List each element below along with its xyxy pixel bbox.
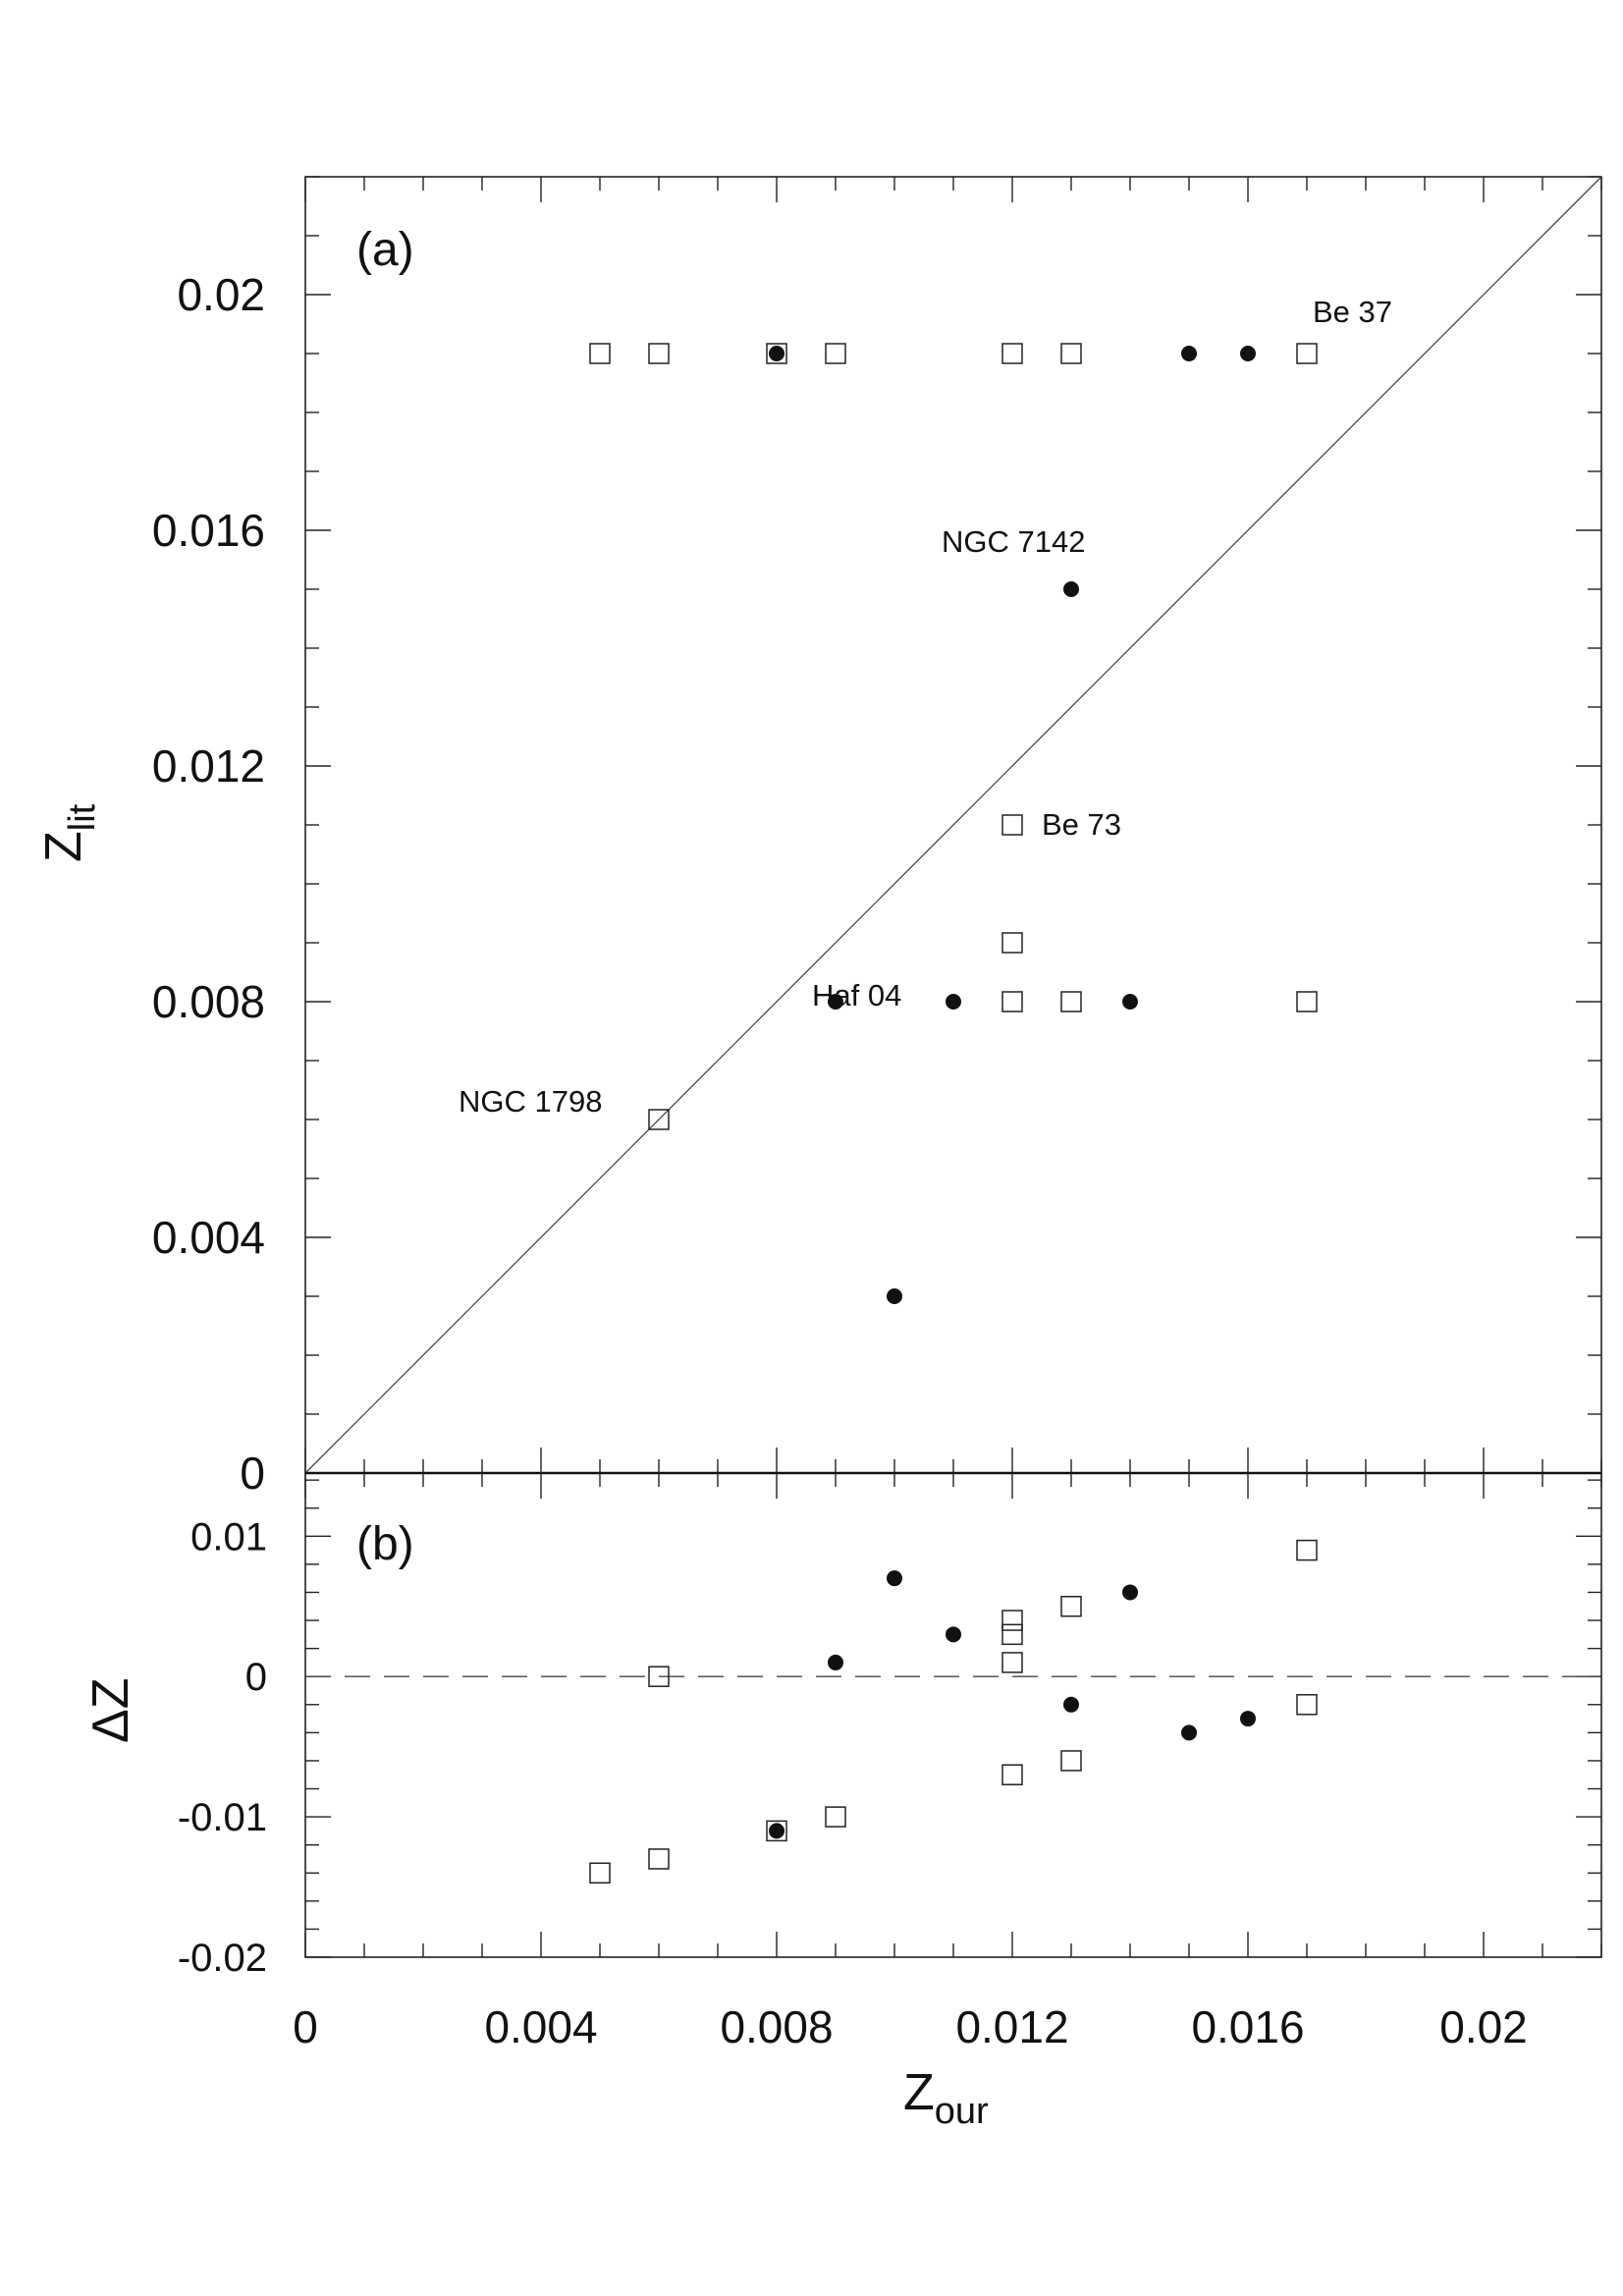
y-tick-label: 0 — [240, 1448, 265, 1499]
cluster-label: NGC 1798 — [459, 1084, 602, 1119]
open-square-point — [1001, 1610, 1023, 1631]
open-square-point — [825, 1806, 846, 1828]
cluster-label: Be 73 — [1042, 807, 1121, 842]
open-square-point — [1001, 1764, 1023, 1785]
open-square-point — [648, 1109, 670, 1130]
y-axis-title-a-sub: lit — [62, 803, 103, 831]
x-tick-label: 0.008 — [720, 2001, 833, 2052]
filled-circle-point — [887, 1288, 902, 1304]
filled-circle-point — [1122, 994, 1138, 1010]
filled-circle-point — [828, 994, 843, 1010]
open-square-point — [1060, 343, 1082, 364]
open-square-point — [825, 343, 846, 364]
y-tick-label: -0.01 — [178, 1796, 267, 1839]
open-square-point — [1060, 1596, 1082, 1617]
y-tick-label: 0.012 — [152, 740, 265, 792]
open-square-point — [1296, 1694, 1318, 1716]
filled-circle-point — [1181, 346, 1197, 361]
filled-circle-point — [1240, 346, 1256, 361]
y-tick-label: 0.016 — [152, 505, 265, 556]
open-square-point — [1296, 1539, 1318, 1561]
x-tick-label: 0.016 — [1191, 2001, 1304, 2052]
y-axis-title-b: ΔZ — [82, 1678, 139, 1744]
x-tick-label: 0.02 — [1439, 2001, 1528, 2052]
cluster-label: NGC 7142 — [942, 524, 1085, 559]
panel-a-label: (a) — [356, 224, 414, 276]
open-square-point — [1001, 1652, 1023, 1673]
open-square-point — [589, 343, 611, 364]
filled-circle-point — [946, 994, 961, 1010]
y-tick-label: 0.008 — [152, 976, 265, 1027]
x-tick-label: 0.004 — [484, 2001, 597, 2052]
filled-circle-point — [1181, 1724, 1197, 1741]
open-square-point — [1001, 1623, 1023, 1646]
filled-circle-point — [769, 346, 784, 361]
y-tick-label: 0 — [245, 1656, 267, 1699]
open-square-point — [1001, 932, 1023, 954]
y-tick-label: -0.02 — [178, 1937, 267, 1980]
filled-circle-point — [1240, 1711, 1256, 1727]
cluster-label: Be 37 — [1313, 295, 1392, 329]
open-square-point — [648, 1666, 670, 1687]
open-square-point — [1001, 814, 1023, 836]
open-square-point — [589, 1862, 611, 1885]
y-tick-label: 0.02 — [177, 269, 265, 320]
x-axis-title-sub: our — [935, 2091, 989, 2132]
filled-circle-point — [887, 1570, 902, 1587]
open-square-point — [766, 343, 787, 364]
panel-b-label: (b) — [356, 1518, 414, 1570]
filled-circle-point — [1063, 1696, 1079, 1713]
open-square-point — [1060, 991, 1082, 1012]
x-tick-label: 0.012 — [955, 2001, 1068, 2052]
open-square-point — [1296, 343, 1318, 364]
panel-a: 0 0.004 0.008 0.012 0.016 0.02 Be 37 NGC 7142 Be… — [152, 176, 1602, 1499]
one-to-one-line — [304, 176, 1602, 1474]
open-square-point — [648, 1848, 670, 1870]
open-square-point — [766, 1820, 787, 1842]
filled-circle-point — [946, 1626, 961, 1643]
open-square-point — [1060, 1750, 1082, 1772]
cluster-label: Haf 04 — [812, 978, 901, 1012]
filled-circle-point — [828, 1654, 843, 1670]
y-tick-label: 0.004 — [152, 1212, 265, 1263]
open-square-point — [1296, 991, 1318, 1012]
x-tick-label: 0 — [293, 2001, 318, 2052]
y-tick-label: 0.01 — [190, 1515, 267, 1558]
open-square-point — [1001, 343, 1023, 364]
open-square-point — [1001, 991, 1023, 1012]
open-square-point — [648, 343, 670, 364]
filled-circle-point — [769, 1823, 784, 1839]
filled-circle-point — [1063, 581, 1079, 597]
panel-b: -0.02 -0.01 0 0.01 (b) — [178, 1471, 1602, 1980]
filled-circle-point — [1122, 1584, 1138, 1601]
